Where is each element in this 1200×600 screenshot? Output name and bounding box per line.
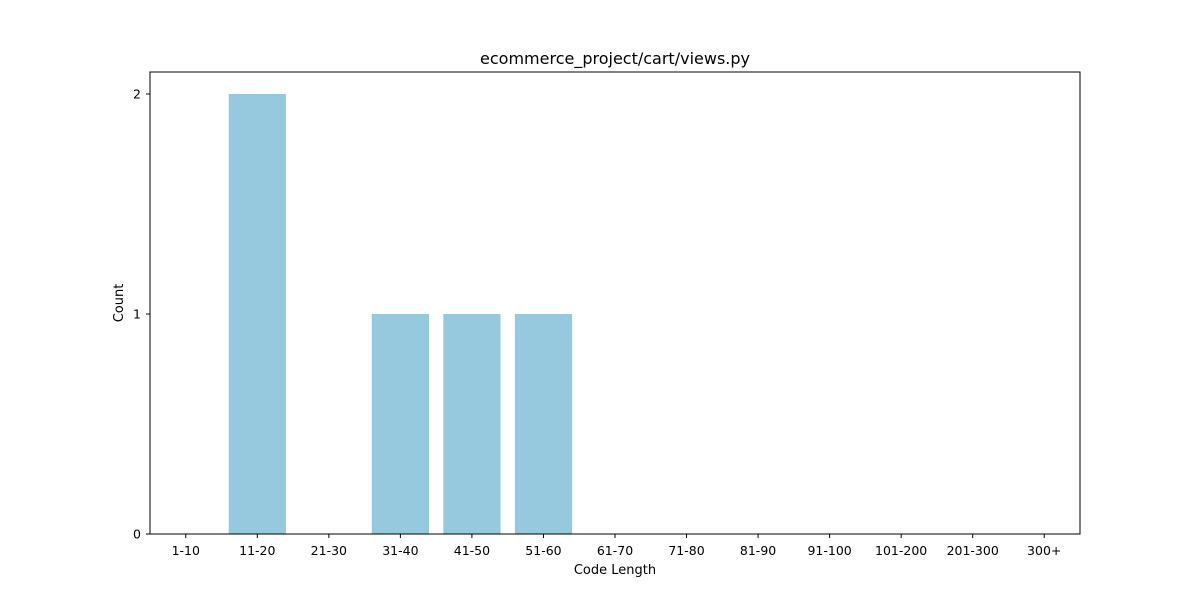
bar-11-20 bbox=[228, 94, 286, 534]
x-tick-label: 41-50 bbox=[454, 543, 490, 558]
y-tick-label: 0 bbox=[133, 527, 141, 542]
y-axis: 0 1 2 bbox=[133, 87, 150, 542]
x-tick-label: 21-30 bbox=[311, 543, 347, 558]
x-tick-label: 61-70 bbox=[597, 543, 633, 558]
x-tick-label: 81-90 bbox=[740, 543, 776, 558]
x-tick-label: 101-200 bbox=[875, 543, 927, 558]
chart-title: ecommerce_project/cart/views.py bbox=[480, 49, 750, 69]
x-tick-label: 11-20 bbox=[239, 543, 275, 558]
x-tick-label: 91-100 bbox=[807, 543, 851, 558]
x-tick-label: 51-60 bbox=[525, 543, 561, 558]
x-axis-label: Code Length bbox=[574, 563, 656, 578]
y-tick-label: 1 bbox=[133, 307, 141, 322]
x-tick-label: 71-80 bbox=[668, 543, 704, 558]
x-tick-label: 1-10 bbox=[172, 543, 200, 558]
x-axis: 1-10 11-20 21-30 31-40 41-50 51-60 61-70 71-80 8… bbox=[172, 534, 1061, 558]
x-tick-label: 300+ bbox=[1027, 543, 1061, 558]
bar-41-50 bbox=[443, 314, 501, 534]
bar-31-40 bbox=[371, 314, 429, 534]
bar-51-60 bbox=[514, 314, 573, 534]
x-tick-label: 31-40 bbox=[382, 543, 418, 558]
y-tick-label: 2 bbox=[133, 87, 141, 102]
plot-frame bbox=[149, 71, 1081, 535]
bar-group bbox=[228, 94, 573, 534]
x-tick-label: 201-300 bbox=[947, 543, 999, 558]
y-axis-label: Count bbox=[112, 284, 127, 323]
